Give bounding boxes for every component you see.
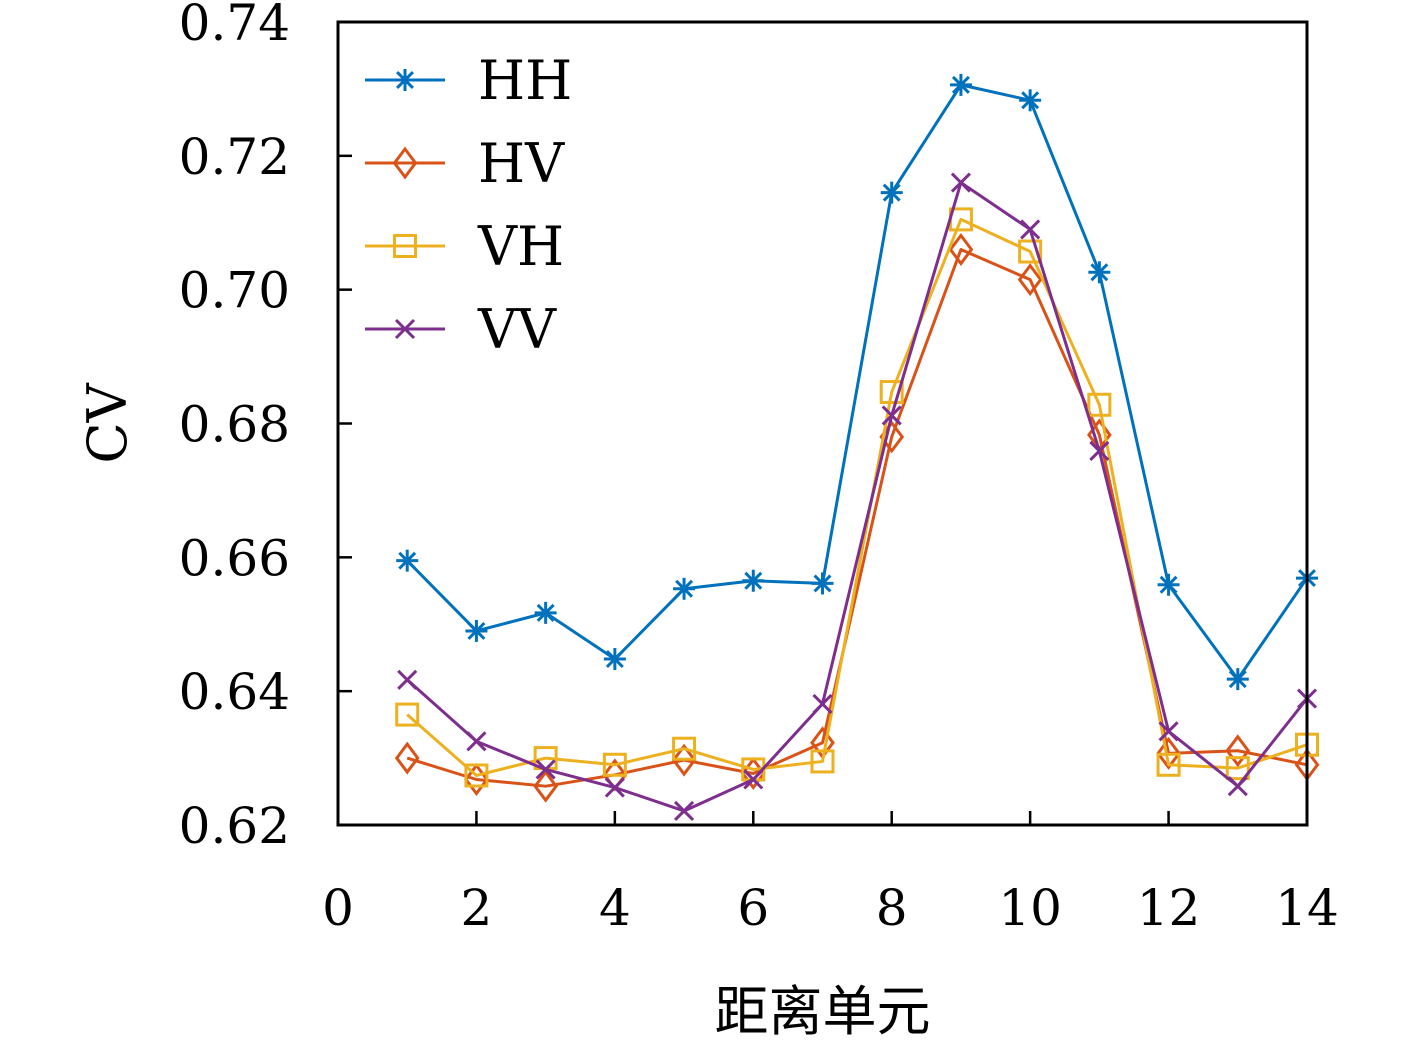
data-point-vv: [1020, 219, 1041, 240]
data-point-vv: [466, 731, 487, 752]
data-point-hh: [880, 181, 903, 204]
data-point-vv: [881, 405, 902, 426]
data-point-vv: [950, 172, 971, 193]
legend-label: HV: [478, 132, 565, 195]
plot-frame: [336, 20, 1309, 827]
plot-series: [394, 73, 1320, 822]
x-axis-title: 距离单元: [715, 980, 931, 1039]
data-point-vh: [810, 749, 835, 774]
legend-marker: [394, 69, 416, 91]
data-point-hh: [534, 601, 557, 624]
data-point-vv: [1158, 721, 1179, 742]
y-tick-label: 0.64: [179, 663, 290, 721]
data-point-hh: [742, 569, 765, 592]
data-point-vv: [535, 759, 556, 780]
data-point-hh: [1226, 668, 1249, 691]
data-point-hv: [1156, 736, 1181, 770]
x-tick-label: 12: [1137, 879, 1201, 937]
x-tick-label: 0: [322, 879, 354, 937]
y-tick-labels: 0.62 0.64 0.66 0.68 0.70 0.72 0.74: [179, 0, 290, 855]
data-point-vh: [602, 752, 627, 777]
legend-label: HH: [478, 49, 572, 112]
data-point-hh: [465, 619, 488, 642]
data-point-vh: [1156, 752, 1181, 777]
y-tick-label: 0.74: [179, 0, 290, 52]
data-point-hv: [394, 741, 420, 775]
data-point-hh: [949, 73, 972, 96]
legend-item-hh: HH: [365, 49, 572, 112]
data-point-hh: [811, 572, 834, 595]
data-point-vv: [812, 693, 833, 714]
axis-ticks: [336, 20, 1309, 827]
data-point-vv: [674, 800, 695, 822]
data-point-vv: [1089, 440, 1110, 461]
y-tick-label: 0.70: [179, 262, 290, 320]
data-point-hh: [603, 648, 626, 671]
data-point-hv: [671, 743, 697, 777]
data-point-hv: [1225, 734, 1251, 768]
data-point-hv: [1017, 263, 1043, 297]
data-point-vh: [464, 763, 489, 788]
y-tick-label: 0.68: [179, 396, 290, 454]
legend-item-vh: VH: [365, 215, 564, 278]
data-point-vh: [879, 380, 904, 405]
data-point-vv: [1227, 776, 1248, 797]
series-hh: [396, 73, 1318, 691]
legend-label: VV: [477, 298, 557, 361]
y-axis-title: CV: [76, 382, 139, 463]
x-tick-label: 2: [461, 879, 493, 937]
x-tick-label: 10: [998, 879, 1062, 937]
data-point-hh: [1019, 89, 1042, 112]
data-point-hv: [948, 233, 974, 267]
y-tick-label: 0.72: [179, 128, 290, 186]
data-point-vh: [672, 736, 697, 761]
legend-marker: [393, 234, 417, 258]
y-tick-label: 0.62: [179, 797, 290, 855]
legend-item-vv: VV: [365, 298, 557, 361]
legend-marker: [394, 318, 416, 340]
legend-label: VH: [477, 215, 564, 278]
data-point-vv: [743, 769, 764, 790]
legend: HH HV VH VV: [365, 49, 572, 361]
x-tick-label: 4: [599, 879, 631, 937]
x-tick-label: 8: [876, 879, 908, 937]
series-line-hh: [406, 83, 1309, 681]
series-vv: [397, 172, 1318, 822]
data-point-vv: [397, 669, 418, 690]
series-vh: [395, 207, 1319, 788]
data-point-hv: [533, 769, 559, 803]
data-point-vh: [1087, 392, 1112, 417]
data-point-hh: [1088, 261, 1111, 284]
data-point-vv: [604, 777, 625, 798]
x-tick-labels: 0 2 4 6 8 10 12 14: [322, 879, 1339, 937]
data-point-vh: [1225, 756, 1250, 781]
series-line-vv: [406, 181, 1309, 813]
data-point-hh: [1157, 573, 1180, 596]
x-tick-label: 14: [1275, 879, 1339, 937]
x-tick-label: 6: [737, 879, 769, 937]
legend-marker: [392, 146, 418, 180]
data-point-hh: [673, 577, 696, 600]
data-point-hh: [396, 549, 419, 572]
data-point-vh: [395, 702, 420, 727]
legend-item-hv: HV: [365, 132, 565, 195]
y-tick-label: 0.66: [179, 529, 290, 587]
data-point-vh: [1018, 239, 1043, 264]
